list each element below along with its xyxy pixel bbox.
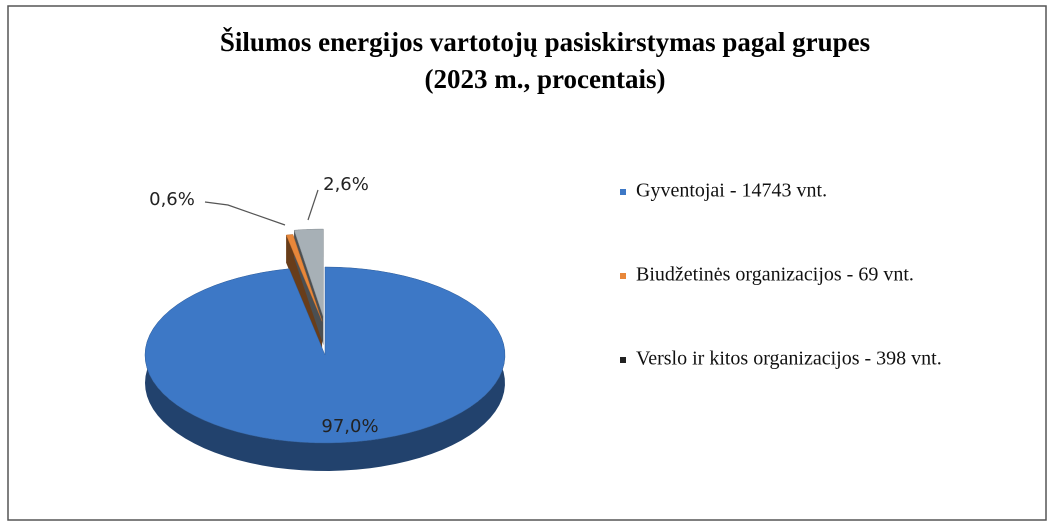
legend-label: Verslo ir kitos organizacijos - 398 vnt. xyxy=(636,348,942,370)
data-label: 0,6% xyxy=(149,189,195,210)
legend-swatch xyxy=(620,357,626,363)
data-label: 97,0% xyxy=(321,416,378,437)
leader-line xyxy=(204,201,286,226)
pie-slice xyxy=(144,266,506,444)
pie-side xyxy=(286,235,323,350)
leader-line xyxy=(307,189,319,221)
legend-label: Gyventojai - 14743 vnt. xyxy=(636,180,827,202)
legend-swatch xyxy=(620,189,626,195)
chart-subtitle: (2023 m., procentais) xyxy=(425,64,666,94)
data-label: 2,6% xyxy=(323,174,369,195)
pie-slice xyxy=(285,234,323,322)
legend-swatch xyxy=(620,273,626,279)
pie-slice xyxy=(293,228,324,318)
chart-title: Šilumos energijos vartotojų pasiskirstym… xyxy=(220,27,870,57)
legend-label: Biudžetinės organizacijos - 69 vnt. xyxy=(636,264,914,286)
